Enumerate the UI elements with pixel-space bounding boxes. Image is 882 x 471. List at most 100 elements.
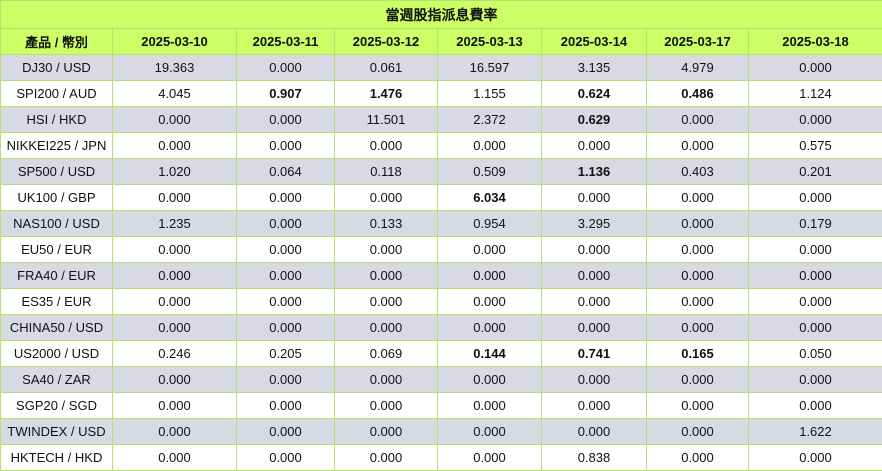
rate-cell: 0.000	[438, 263, 542, 289]
column-header-date: 2025-03-11	[237, 29, 335, 55]
rate-cell: 0.000	[438, 237, 542, 263]
rate-cell: 0.000	[438, 393, 542, 419]
rate-cell: 0.000	[542, 133, 647, 159]
rate-cell: 0.000	[113, 107, 237, 133]
rate-cell: 0.000	[237, 289, 335, 315]
rate-cell: 0.000	[749, 289, 882, 315]
rate-cell: 0.000	[749, 237, 882, 263]
rate-cell: 0.000	[237, 185, 335, 211]
column-header-product: 產品 / 幣別	[1, 29, 113, 55]
rate-cell: 0.000	[335, 237, 438, 263]
rate-cell: 0.000	[237, 263, 335, 289]
rate-cell: 0.907	[237, 81, 335, 107]
rate-cell: 0.000	[647, 315, 749, 341]
product-cell: HSI / HKD	[1, 107, 113, 133]
rate-cell: 0.000	[113, 419, 237, 445]
rate-cell: 0.000	[237, 133, 335, 159]
table-title: 當週股指派息費率	[1, 1, 882, 29]
product-cell: SPI200 / AUD	[1, 81, 113, 107]
rate-cell: 0.000	[237, 445, 335, 471]
rate-cell: 0.000	[542, 263, 647, 289]
column-header-date: 2025-03-14	[542, 29, 647, 55]
rate-cell: 1.020	[113, 159, 237, 185]
rate-cell: 0.000	[749, 315, 882, 341]
rate-cell: 0.000	[647, 107, 749, 133]
rate-cell: 0.000	[542, 393, 647, 419]
product-cell: DJ30 / USD	[1, 55, 113, 81]
rate-cell: 1.235	[113, 211, 237, 237]
rate-cell: 0.000	[438, 367, 542, 393]
rate-cell: 0.000	[647, 237, 749, 263]
product-cell: SGP20 / SGD	[1, 393, 113, 419]
product-cell: TWINDEX / USD	[1, 419, 113, 445]
rate-cell: 0.000	[237, 55, 335, 81]
rate-cell: 1.136	[542, 159, 647, 185]
rate-cell: 0.000	[542, 185, 647, 211]
rate-cell: 0.118	[335, 159, 438, 185]
rate-cell: 0.000	[237, 211, 335, 237]
rate-cell: 0.000	[438, 289, 542, 315]
rate-cell: 0.000	[542, 419, 647, 445]
rate-cell: 0.000	[237, 107, 335, 133]
product-cell: EU50 / EUR	[1, 237, 113, 263]
rate-cell: 4.979	[647, 55, 749, 81]
rate-cell: 0.486	[647, 81, 749, 107]
product-cell: FRA40 / EUR	[1, 263, 113, 289]
rate-cell: 2.372	[438, 107, 542, 133]
rate-cell: 0.000	[113, 367, 237, 393]
rate-cell: 0.000	[749, 107, 882, 133]
rate-cell: 0.509	[438, 159, 542, 185]
rate-cell: 0.000	[335, 393, 438, 419]
rate-cell: 0.000	[647, 367, 749, 393]
rate-cell: 0.000	[438, 419, 542, 445]
rate-cell: 0.000	[237, 393, 335, 419]
rate-cell: 0.000	[647, 393, 749, 419]
rate-cell: 0.000	[113, 393, 237, 419]
rate-cell: 0.000	[335, 133, 438, 159]
product-cell: NIKKEI225 / JPN	[1, 133, 113, 159]
rate-cell: 0.838	[542, 445, 647, 471]
rate-cell: 0.000	[749, 263, 882, 289]
rate-cell: 0.000	[237, 419, 335, 445]
rate-cell: 19.363	[113, 55, 237, 81]
rate-cell: 0.000	[749, 367, 882, 393]
product-cell: US2000 / USD	[1, 341, 113, 367]
rate-cell: 0.000	[237, 367, 335, 393]
rate-cell: 0.000	[647, 445, 749, 471]
column-header-row: 產品 / 幣別 2025-03-10 2025-03-11 2025-03-12…	[1, 29, 882, 55]
rate-cell: 0.000	[438, 133, 542, 159]
table-title-row: 當週股指派息費率	[1, 1, 882, 29]
rate-cell: 0.061	[335, 55, 438, 81]
rate-cell: 0.000	[113, 289, 237, 315]
rate-cell: 0.000	[647, 419, 749, 445]
rate-cell: 0.575	[749, 133, 882, 159]
product-cell: HKTECH / HKD	[1, 445, 113, 471]
rate-cell: 0.165	[647, 341, 749, 367]
rate-cell: 0.000	[335, 185, 438, 211]
rate-cell: 0.246	[113, 341, 237, 367]
rate-cell: 0.000	[335, 263, 438, 289]
rate-cell: 0.000	[749, 185, 882, 211]
rate-cell: 0.050	[749, 341, 882, 367]
rate-cell: 0.000	[542, 367, 647, 393]
rate-cell: 0.000	[237, 237, 335, 263]
rate-cell: 0.000	[113, 237, 237, 263]
rate-cell: 4.045	[113, 81, 237, 107]
rate-cell: 0.133	[335, 211, 438, 237]
rate-cell: 0.403	[647, 159, 749, 185]
rate-cell: 0.000	[335, 367, 438, 393]
rate-cell: 0.000	[647, 185, 749, 211]
rate-cell: 0.000	[647, 263, 749, 289]
